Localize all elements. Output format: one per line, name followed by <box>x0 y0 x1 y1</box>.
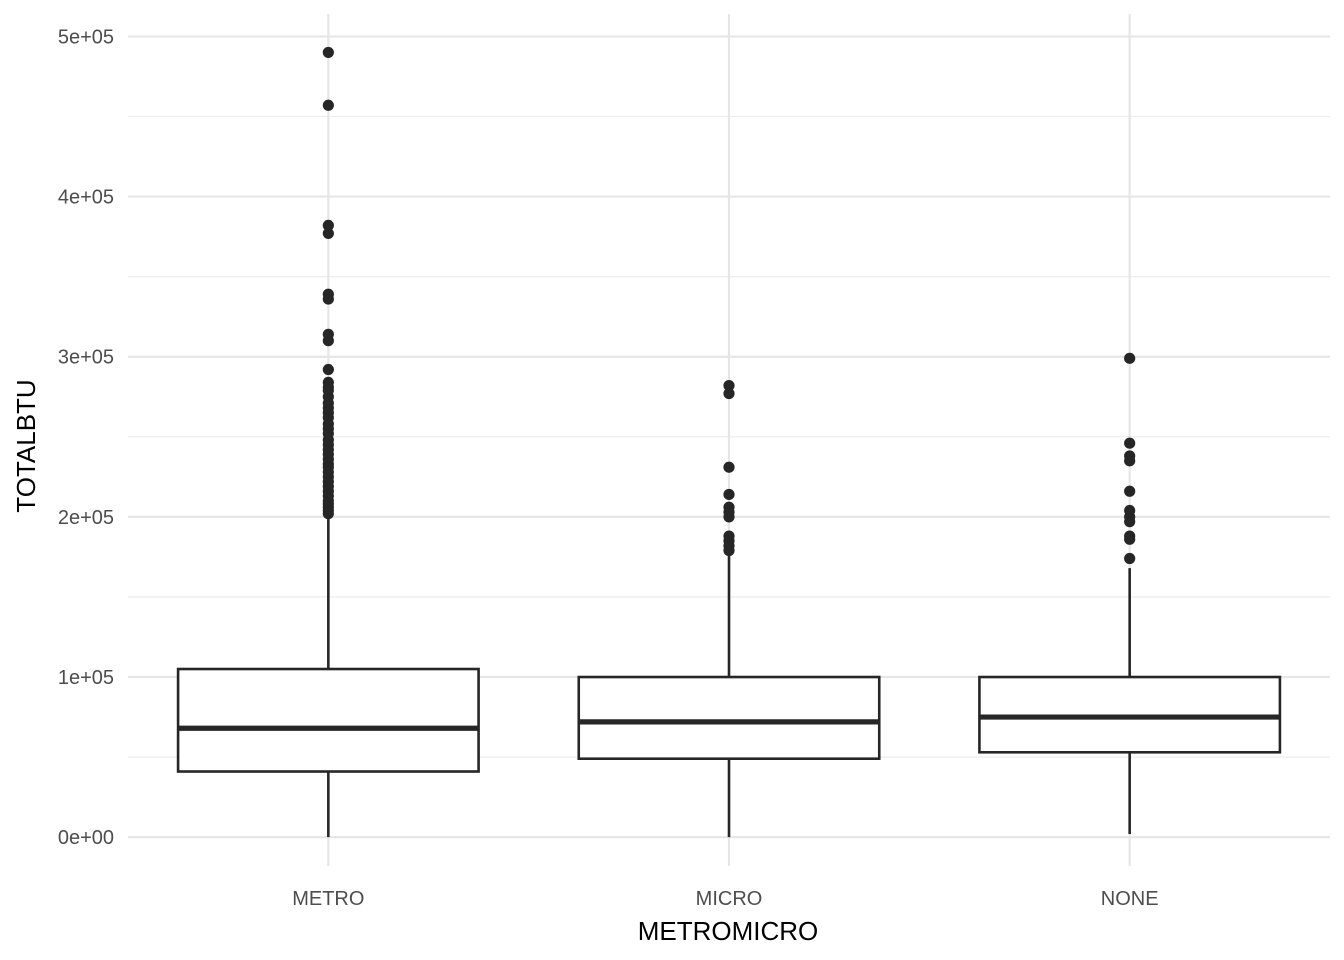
box-micro <box>577 379 881 838</box>
y-tick-label: 2e+05 <box>58 507 114 529</box>
outlier-point <box>723 461 735 473</box>
y-tick-label: 4e+05 <box>58 187 114 209</box>
outlier-point <box>723 387 735 400</box>
outlier-point <box>322 508 334 520</box>
outlier-point <box>1124 533 1136 545</box>
iqr-box <box>176 667 480 773</box>
outlier-point <box>322 46 334 59</box>
box-none <box>978 352 1282 834</box>
iqr-box <box>577 675 881 760</box>
outlier-point <box>1124 437 1136 449</box>
y-tick-label: 5e+05 <box>58 26 114 48</box>
outlier-point <box>1124 455 1136 467</box>
outlier-point <box>322 363 334 376</box>
y-tick-label: 1e+05 <box>58 667 114 689</box>
y-axis-tick-labels: 0e+00 1e+05 2e+05 3e+05 4e+05 5e+05 <box>58 26 114 849</box>
box-series <box>176 46 1282 838</box>
x-tick-label: MICRO <box>696 888 763 910</box>
outlier-point <box>322 227 334 240</box>
outlier-point <box>1124 485 1136 497</box>
outlier-point <box>723 379 735 392</box>
outlier-point <box>322 99 334 111</box>
outlier-point <box>1124 352 1136 364</box>
x-axis-title: METROMICRO <box>638 916 819 946</box>
outlier-point <box>322 293 334 305</box>
outlier-point <box>1124 516 1136 528</box>
x-tick-label: METRO <box>292 888 364 910</box>
outlier-point <box>723 511 735 523</box>
outlier-point <box>1124 552 1136 565</box>
y-tick-label: 0e+00 <box>58 827 114 849</box>
outlier-point <box>723 544 735 557</box>
x-tick-label: NONE <box>1101 888 1159 910</box>
x-axis-tick-labels: METRO MICRO NONE <box>292 888 1158 910</box>
outlier-point <box>322 335 334 347</box>
outlier-point <box>723 488 735 501</box>
box-metro <box>176 46 480 838</box>
outlier-point <box>322 219 334 231</box>
y-tick-label: 3e+05 <box>58 347 114 369</box>
y-axis-title: TOTALBTU <box>11 379 41 512</box>
